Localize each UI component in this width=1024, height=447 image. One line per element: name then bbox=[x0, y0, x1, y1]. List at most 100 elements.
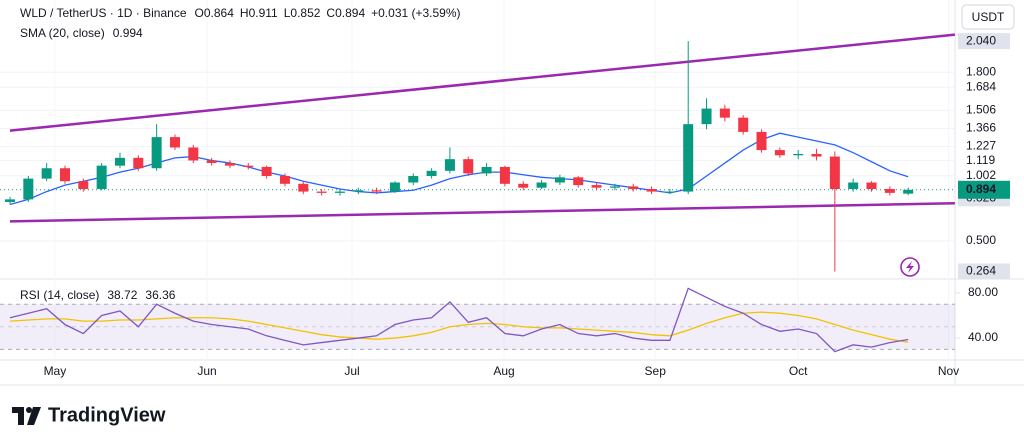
candle-body bbox=[96, 165, 107, 189]
candle-body bbox=[536, 182, 547, 188]
candle-body bbox=[774, 150, 785, 156]
candle-body bbox=[23, 178, 34, 200]
x-tick-label: May bbox=[44, 364, 67, 378]
candle-body bbox=[243, 165, 254, 167]
x-tick-label: Sep bbox=[645, 364, 667, 378]
y-tick-label: 1.684 bbox=[966, 79, 996, 93]
candle-body bbox=[664, 191, 675, 193]
x-tick-label: Jun bbox=[197, 364, 216, 378]
candle-body bbox=[884, 188, 895, 193]
rsi-band bbox=[0, 304, 955, 350]
price-label: 0.264 bbox=[966, 264, 996, 278]
change: +0.031 (+3.59%) bbox=[371, 6, 460, 20]
candle-body bbox=[279, 176, 290, 184]
rsi-value: 38.72 bbox=[107, 288, 137, 302]
ohlc-value: 0.911 bbox=[249, 6, 278, 20]
candle-body bbox=[151, 137, 162, 169]
quote-button-label[interactable]: USDT bbox=[972, 10, 1005, 24]
candle-body bbox=[334, 191, 345, 193]
candle-body bbox=[59, 168, 70, 182]
x-tick-label: Aug bbox=[493, 364, 514, 378]
candle-body bbox=[5, 199, 15, 202]
x-tick-label: Oct bbox=[789, 364, 808, 378]
candle-body bbox=[224, 163, 235, 166]
x-tick-label: Nov bbox=[938, 364, 959, 378]
candle-body bbox=[719, 108, 730, 118]
candle-body bbox=[829, 156, 840, 189]
candle-body bbox=[811, 153, 822, 157]
candle-body bbox=[609, 186, 620, 188]
candle-body bbox=[628, 186, 639, 189]
candle-body bbox=[169, 137, 180, 148]
candle-body bbox=[114, 157, 125, 166]
candle-body bbox=[499, 166, 510, 184]
price-label-box bbox=[958, 263, 1010, 280]
ohlc-value: 0.852 bbox=[290, 6, 320, 20]
branding: TradingView bbox=[48, 404, 166, 426]
candle-body bbox=[298, 183, 309, 192]
candle-body bbox=[408, 176, 419, 183]
price-label-box bbox=[958, 33, 1010, 50]
candle-body bbox=[683, 124, 694, 192]
candle-body bbox=[756, 131, 767, 151]
y-tick-label: 1.002 bbox=[966, 168, 996, 182]
candle-body bbox=[444, 159, 455, 171]
candle-body bbox=[701, 108, 712, 125]
sma-legend: SMA (20, close) bbox=[20, 26, 105, 40]
rsi-ma-line bbox=[9, 311, 909, 343]
candle-body bbox=[389, 182, 400, 192]
candle-body bbox=[481, 166, 492, 174]
candle-body bbox=[866, 182, 877, 189]
rsi-tick-label: 40.00 bbox=[968, 330, 998, 344]
tradingview-logo-icon bbox=[12, 407, 41, 425]
candle-body bbox=[133, 157, 144, 169]
rsi-legend: RSI (14, close) bbox=[20, 288, 99, 302]
rsi-ma-value: 36.36 bbox=[145, 288, 175, 302]
candle-body bbox=[188, 147, 199, 161]
candle-body bbox=[371, 190, 382, 192]
candle-body bbox=[261, 166, 272, 177]
sma-value: 0.994 bbox=[113, 26, 143, 40]
y-tick-label: 1.366 bbox=[966, 121, 996, 135]
ohlc-prefix: L bbox=[284, 6, 291, 20]
rsi-tick-label: 80.00 bbox=[968, 285, 998, 299]
candle-body bbox=[738, 117, 749, 132]
y-tick-label: 1.119 bbox=[966, 153, 995, 167]
ohlc-prefix: C bbox=[326, 6, 335, 20]
candle-body bbox=[463, 159, 474, 174]
candle-body bbox=[848, 182, 859, 189]
chart-title: WLD / TetherUS · 1D · Binance bbox=[20, 6, 187, 20]
rsi-line bbox=[9, 287, 909, 353]
candle-body bbox=[426, 170, 437, 177]
candle-body bbox=[573, 177, 584, 186]
candle-body bbox=[78, 181, 89, 189]
candle-body bbox=[903, 189, 914, 194]
trendline bbox=[9, 33, 956, 132]
candle-body bbox=[554, 177, 565, 183]
x-tick-label: Jul bbox=[344, 364, 359, 378]
lightning-icon[interactable] bbox=[900, 257, 920, 277]
y-tick-label: 1.506 bbox=[966, 103, 996, 117]
price-label: 2.040 bbox=[966, 33, 996, 47]
candle-body bbox=[646, 188, 657, 192]
ohlc-value: 0.864 bbox=[204, 6, 234, 20]
quote-button[interactable] bbox=[961, 4, 1015, 30]
candle-body bbox=[316, 191, 327, 193]
candle-body bbox=[206, 160, 217, 164]
trendline bbox=[9, 202, 955, 223]
y-tick-label: 1.800 bbox=[966, 64, 996, 78]
candle-body bbox=[591, 185, 602, 188]
candle-body bbox=[41, 168, 52, 179]
y-tick-label: 1.227 bbox=[966, 139, 996, 153]
ohlc-prefix: O bbox=[195, 6, 204, 20]
last-price-box bbox=[958, 180, 1010, 199]
candle-body bbox=[793, 153, 804, 156]
last-price-label: 0.894 bbox=[966, 182, 996, 196]
candle-body bbox=[518, 183, 529, 188]
ohlc-value: 0.894 bbox=[335, 6, 365, 20]
y-tick-label: 0.500 bbox=[966, 233, 996, 247]
ohlc-prefix: H bbox=[240, 6, 249, 20]
candle-body bbox=[353, 190, 364, 192]
